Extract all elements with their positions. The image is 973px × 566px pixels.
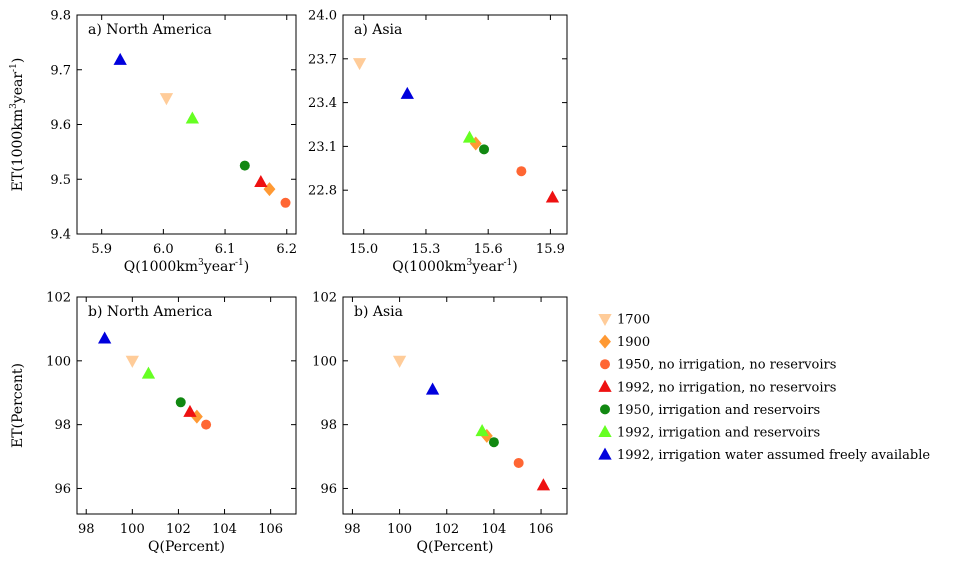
plot-frame <box>342 296 568 515</box>
y-tick-label: 23.4 <box>308 96 337 111</box>
y-tick-label: 100 <box>46 354 71 369</box>
legend-label: 1992, irrigation water assumed freely av… <box>617 448 930 463</box>
y-tick-label: 9.8 <box>50 9 71 24</box>
x-tick-label: 100 <box>120 522 145 537</box>
x-tick-label: 102 <box>434 522 459 537</box>
x-tick-label: 106 <box>529 522 554 537</box>
data-point <box>479 144 490 155</box>
data-point <box>254 174 268 188</box>
legend-marker <box>600 404 610 415</box>
panel-4: 98 100 102 104 106 96 98 100 102 b) Asia Q(Percent… <box>312 291 568 555</box>
y-tick-label: 9.5 <box>50 173 71 188</box>
legend-label: 1900 <box>617 335 650 350</box>
data-point <box>400 86 414 99</box>
data-point <box>190 409 203 424</box>
y-tick-label: 96 <box>320 482 337 497</box>
data-point <box>280 197 291 208</box>
data-point <box>545 190 560 203</box>
data-point <box>488 437 499 448</box>
x-tick-label: 15.9 <box>536 242 565 257</box>
x-tick-label: 6.1 <box>215 242 236 257</box>
plot-frame <box>342 14 568 235</box>
legend-marker <box>599 334 611 349</box>
panel-3: 98 100 102 104 106 96 98 100 102 b) North America… <box>10 291 297 555</box>
plot-frame <box>76 296 297 515</box>
legend-label: 1950, irrigation and reservoirs <box>617 403 820 418</box>
y-axis-label: ET(1000km3year-1) <box>9 58 26 192</box>
data-point <box>141 366 156 379</box>
legend-marker <box>598 447 612 460</box>
data-point <box>352 58 367 71</box>
x-tick-label: 6.0 <box>153 242 174 257</box>
data-point <box>185 111 200 124</box>
data-point <box>513 457 524 468</box>
y-axis-label: ET(Percent) <box>10 363 26 448</box>
x-tick-label: 104 <box>481 522 506 537</box>
data-point <box>159 93 174 106</box>
panel-title: b) North America <box>88 304 212 320</box>
y-tick-label: 9.4 <box>50 228 71 243</box>
x-tick-label: 102 <box>166 522 191 537</box>
plot-frame <box>76 14 297 235</box>
data-point <box>475 424 489 437</box>
y-tick-label: 23.1 <box>308 140 337 155</box>
x-tick-label: 98 <box>78 522 95 537</box>
y-tick-label: 23.7 <box>308 52 337 67</box>
y-tick-label: 96 <box>54 482 71 497</box>
data-point <box>113 52 127 65</box>
panel-title: a) North America <box>88 22 212 38</box>
panel-1: 5.9 6.0 6.1 6.2 9.4 9.5 9.6 9.7 9.8 a) North Amer… <box>9 9 297 276</box>
legend-marker <box>598 379 612 392</box>
y-tick-label: 100 <box>312 354 337 369</box>
x-axis-label: Q(Percent) <box>148 539 225 555</box>
x-axis-label: Q(1000km3year-1) <box>124 258 250 275</box>
legend-label: 1950, no irrigation, no reservoirs <box>617 358 836 373</box>
x-tick-label: 6.2 <box>276 242 297 257</box>
legend: 1700 1900 1950, no irrigation, no reservoi… <box>598 313 930 463</box>
y-tick-label: 24.0 <box>308 9 337 24</box>
data-point <box>175 397 186 408</box>
legend-marker <box>600 359 610 370</box>
data-point <box>239 160 250 171</box>
y-tick-label: 9.6 <box>50 118 71 133</box>
data-point <box>462 130 477 143</box>
data-point <box>98 331 112 344</box>
legend-label: 1700 <box>617 313 650 328</box>
data-point <box>183 404 197 417</box>
legend-label: 1992, irrigation and reservoirs <box>617 426 820 441</box>
x-tick-label: 98 <box>344 522 361 537</box>
legend-label: 1992, no irrigation, no reservoirs <box>617 380 836 395</box>
x-tick-label: 15.3 <box>411 242 440 257</box>
legend-marker <box>598 425 612 438</box>
data-point <box>536 478 551 491</box>
panel-title: a) Asia <box>354 22 402 38</box>
y-tick-label: 9.7 <box>50 63 71 78</box>
panel-2: 15.0 15.3 15.6 15.9 22.8 23.1 23.4 23.7 24.0 a) A… <box>308 9 568 275</box>
x-axis-label: Q(1000km3year-1) <box>392 258 518 275</box>
data-point <box>201 419 212 430</box>
x-tick-label: 100 <box>387 522 412 537</box>
data-point <box>392 355 407 368</box>
y-tick-label: 98 <box>320 418 337 433</box>
y-tick-label: 98 <box>54 418 71 433</box>
y-tick-label: 102 <box>312 291 337 306</box>
x-tick-label: 5.9 <box>91 242 112 257</box>
x-tick-label: 104 <box>212 522 237 537</box>
y-tick-label: 102 <box>46 291 71 306</box>
data-point <box>425 382 440 395</box>
legend-marker <box>598 313 612 326</box>
x-axis-label: Q(Percent) <box>417 539 494 555</box>
x-tick-label: 106 <box>258 522 283 537</box>
x-tick-label: 15.6 <box>474 242 503 257</box>
y-tick-label: 22.8 <box>308 184 337 199</box>
data-point <box>516 166 527 177</box>
panel-title: b) Asia <box>354 304 403 320</box>
data-point <box>125 355 139 368</box>
x-tick-label: 15.0 <box>349 242 378 257</box>
